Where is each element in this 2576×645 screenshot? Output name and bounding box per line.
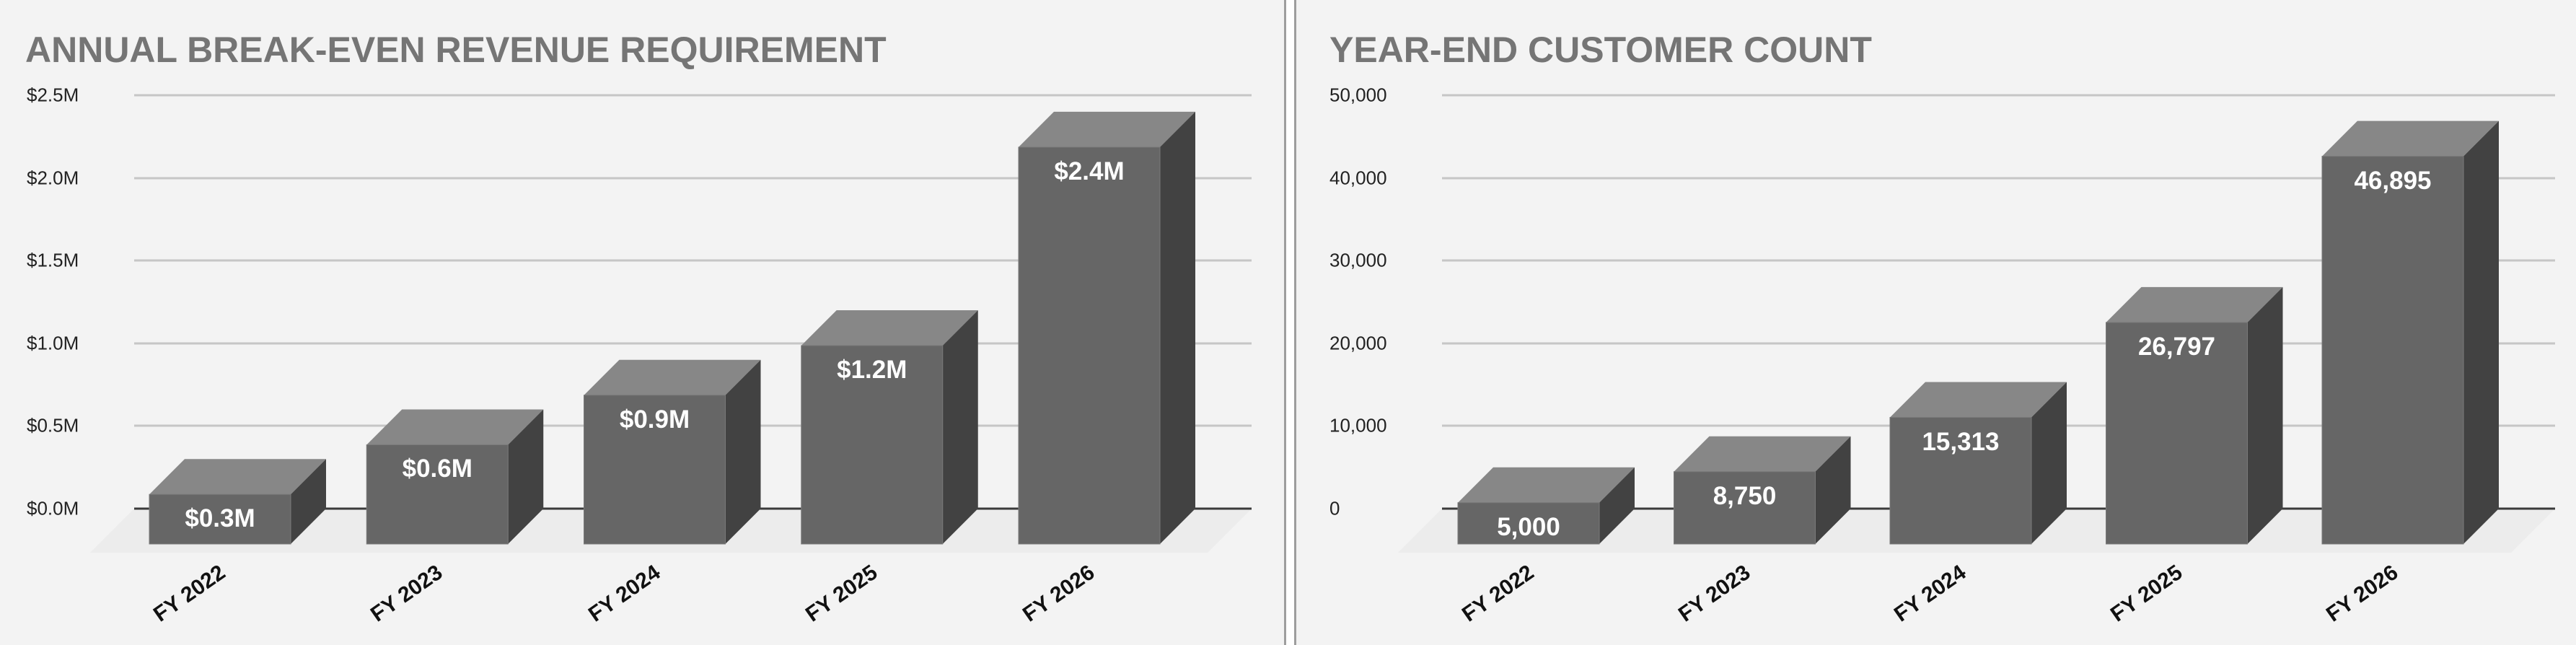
bar-3d — [2321, 120, 2499, 545]
y-tick-label: $0.5M — [27, 414, 79, 436]
bar-front-face — [1457, 502, 1600, 545]
bar-front-face — [801, 345, 944, 545]
bar-top-face — [801, 310, 978, 346]
bar-value-label: $1.2M — [837, 355, 907, 384]
gridline — [134, 177, 1252, 180]
bar-value-label: $2.4M — [1054, 157, 1125, 185]
bar-side-face — [291, 459, 326, 544]
bar-3d — [2106, 286, 2283, 545]
y-tick-label: 20,000 — [1329, 332, 1387, 354]
bar-3d — [366, 409, 544, 545]
revenue-chart-panel: ANNUAL BREAK-EVEN REVENUE REQUIREMENT $2… — [0, 0, 1284, 645]
chart-title: ANNUAL BREAK-EVEN REVENUE REQUIREMENT — [25, 30, 887, 70]
y-tick-label: $2.0M — [27, 167, 79, 189]
bar-front-face — [1674, 471, 1816, 545]
bar-side-face — [2463, 120, 2499, 544]
bar-side-face — [725, 359, 761, 544]
gridline — [1442, 259, 2555, 262]
customer-chart-panel: YEAR-END CUSTOMER COUNT 50,000 40,000 30,0… — [1296, 0, 2576, 645]
bar-front-face — [584, 395, 726, 545]
y-tick-label: $1.0M — [27, 332, 79, 354]
bar-front-face — [2106, 322, 2248, 545]
bar-value-label: 8,750 — [1713, 481, 1777, 510]
bar-value-label: $0.9M — [619, 405, 690, 434]
bar-top-face — [1890, 382, 2067, 418]
bar-side-face — [1599, 467, 1635, 544]
bar-top-face — [2106, 286, 2283, 322]
bar-front-face — [366, 444, 509, 545]
y-tick-label: 10,000 — [1329, 414, 1387, 436]
bar-top-face — [1019, 111, 1195, 147]
bar-top-face — [366, 409, 544, 445]
y-tick-label: 0 — [1329, 497, 1340, 519]
bar-value-label: $0.3M — [185, 504, 255, 533]
bar-3d — [1889, 382, 2067, 545]
gridline — [1442, 177, 2555, 180]
gridline — [134, 259, 1252, 262]
chart-title: YEAR-END CUSTOMER COUNT — [1329, 30, 1872, 70]
bar-side-face — [2031, 382, 2067, 544]
bar-3d — [149, 459, 326, 545]
bar-side-face — [1160, 111, 1195, 545]
bar-top-face — [149, 459, 326, 495]
y-tick-label: $0.0M — [27, 497, 79, 519]
bar-3d — [1018, 111, 1195, 545]
bar-top-face — [584, 359, 761, 395]
bar-side-face — [508, 409, 544, 544]
gridline — [1442, 342, 2555, 345]
bar-front-face — [1018, 146, 1161, 545]
bar-3d — [1674, 436, 1851, 545]
bar-value-label: 46,895 — [2354, 166, 2432, 195]
bar-value-label: 15,313 — [1922, 427, 2000, 456]
y-tick-label: $2.5M — [27, 84, 79, 106]
bar-3d — [584, 359, 761, 545]
gridline — [134, 94, 1252, 97]
bar-front-face — [2321, 156, 2464, 545]
gridline — [1442, 94, 2555, 97]
bar-top-face — [2322, 120, 2499, 157]
bar-top-face — [1458, 467, 1635, 503]
bar-3d — [801, 310, 978, 545]
gridline — [134, 342, 1252, 345]
bar-value-label: 5,000 — [1497, 512, 1560, 541]
y-tick-label: $1.5M — [27, 249, 79, 271]
bar-value-label: $0.6M — [402, 455, 472, 483]
bar-value-label: 26,797 — [2137, 332, 2216, 361]
bar-side-face — [2247, 286, 2283, 544]
bar-side-face — [942, 310, 978, 544]
y-tick-label: 30,000 — [1329, 249, 1387, 271]
y-tick-label: 40,000 — [1329, 167, 1387, 189]
bar-top-face — [1674, 436, 1851, 472]
bar-side-face — [1815, 436, 1851, 544]
bar-front-face — [149, 493, 291, 545]
panel-divider — [1284, 0, 1296, 645]
bar-3d — [1457, 467, 1635, 545]
bar-front-face — [1889, 417, 2032, 545]
y-tick-label: 50,000 — [1329, 84, 1387, 106]
